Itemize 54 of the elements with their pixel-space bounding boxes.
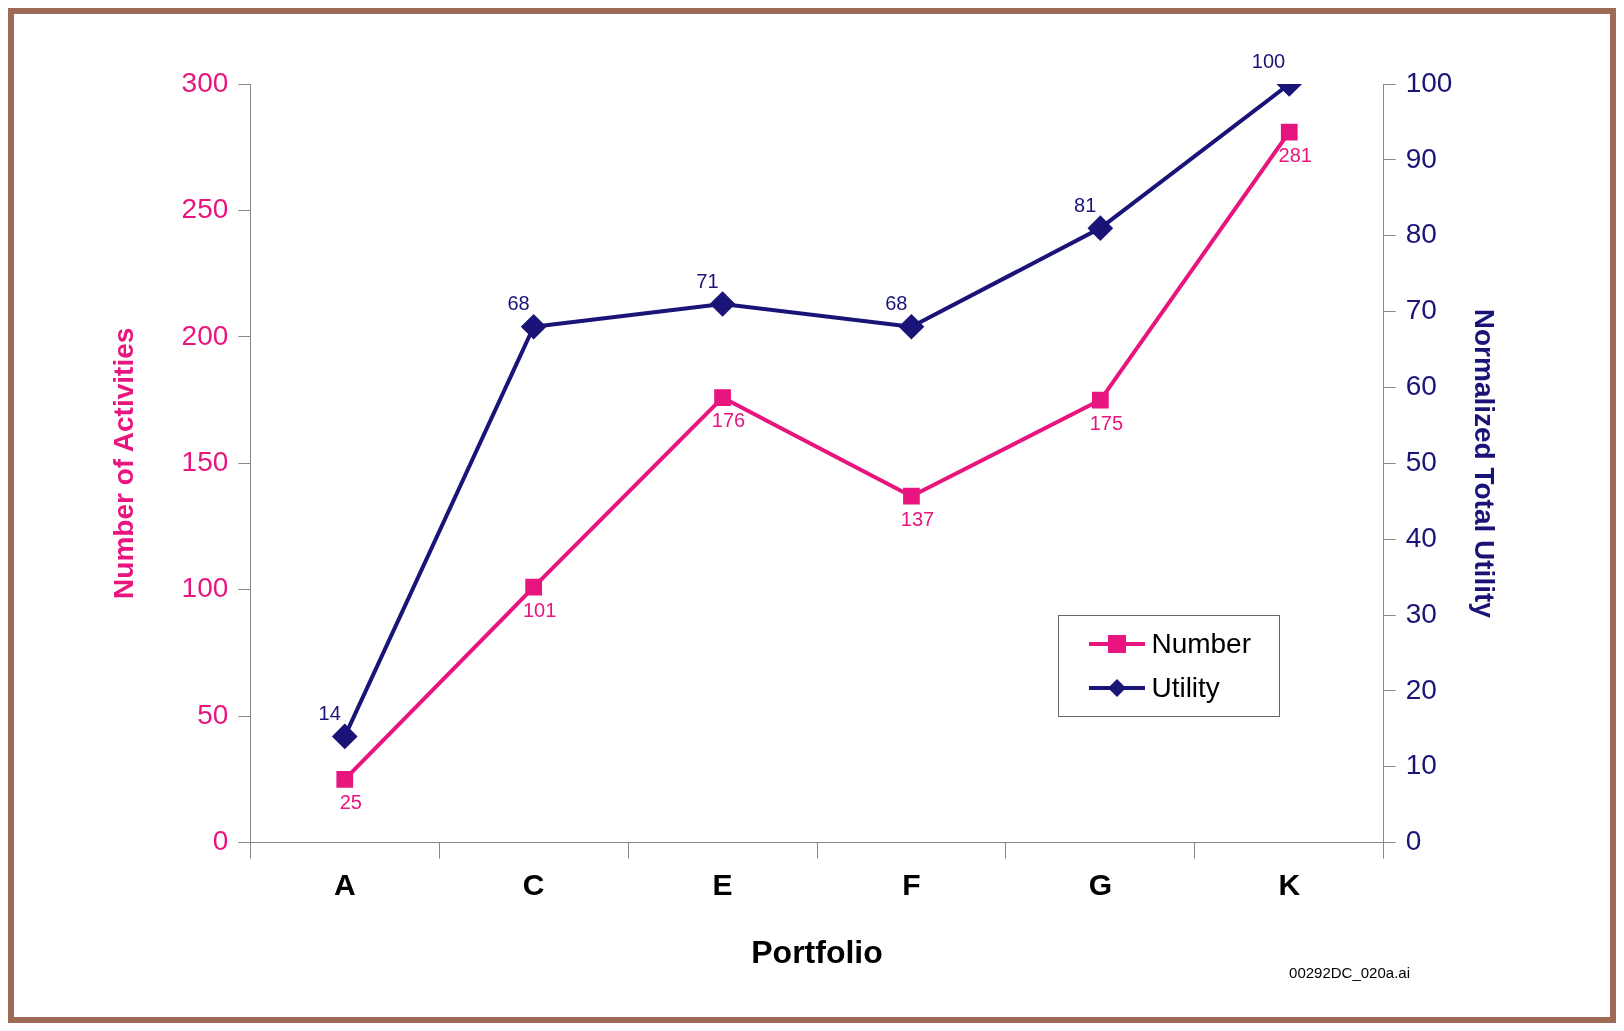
y-tick-label: 300 (181, 66, 229, 98)
x-tick-label: E (712, 867, 733, 901)
y2-tick-label: 60 (1405, 370, 1437, 402)
x-tick-label: C (522, 867, 545, 901)
y2-tick-label: 70 (1405, 294, 1437, 326)
y-tick-label: 0 (212, 825, 229, 857)
y2-tick-label: 20 (1405, 673, 1437, 705)
picture-frame: Portfolio Number of Activities Normalized Total Utility A C E F G K 0 50 100 150 200 250 300 0 10 20 30 40 50 60 70 80 90 100 25 101 176 137 175 281 14 68 71 68 81 100 Number Utility 00292DC_020a.ai (8, 8, 1616, 1023)
data-label: 101 (522, 598, 557, 621)
y-tick-label: 150 (181, 446, 229, 478)
y2-axis-title: Normalized Total Utility (1469, 308, 1501, 619)
y2-tick-label: 100 (1405, 66, 1453, 98)
data-label: 176 (711, 409, 746, 432)
text: 00292DC_020a.ai (1289, 964, 1410, 981)
point (903, 487, 920, 505)
legend-label: Number (1151, 628, 1251, 660)
y2-tick-label: 50 (1405, 446, 1437, 478)
x-tick-label: K (1278, 867, 1301, 901)
point (1280, 123, 1298, 141)
point (899, 314, 924, 339)
point (525, 578, 543, 596)
y2-tick-label: 10 (1405, 749, 1437, 781)
x-axis-title: Portfolio (751, 933, 883, 970)
y-tick-label: 250 (181, 193, 229, 225)
x-tick-label: F (902, 867, 921, 901)
y2-tick-label: 30 (1405, 597, 1437, 629)
point (336, 771, 354, 788)
data-label: 281 (1278, 143, 1312, 166)
data-label: 71 (696, 269, 719, 292)
point (332, 724, 357, 749)
data-label: 14 (318, 701, 341, 724)
data-label: 68 (507, 292, 530, 315)
data-label: 81 (1074, 193, 1097, 216)
point (521, 314, 546, 339)
data-label: 100 (1251, 49, 1286, 72)
data-label: 68 (885, 292, 908, 315)
y-tick-label: 100 (181, 572, 229, 604)
y2-tick-label: 90 (1405, 142, 1437, 174)
data-label: 137 (900, 507, 935, 530)
y-tick-label: 50 (197, 698, 229, 730)
x-tick-label: A (333, 867, 356, 901)
x-tick-label: G (1088, 867, 1113, 901)
data-label: 25 (339, 790, 362, 813)
point (1088, 216, 1113, 241)
y2-tick-label: 40 (1405, 521, 1437, 553)
y-axis-title: Number of Activities (107, 327, 139, 599)
point (1091, 391, 1109, 409)
point (714, 389, 731, 406)
y2-tick-label: 80 (1405, 218, 1437, 250)
data-label: 175 (1089, 411, 1124, 434)
legend-label: Utility (1151, 672, 1220, 704)
y2-tick-label: 0 (1405, 825, 1422, 857)
point (710, 291, 735, 316)
y-tick-label: 200 (181, 319, 229, 351)
